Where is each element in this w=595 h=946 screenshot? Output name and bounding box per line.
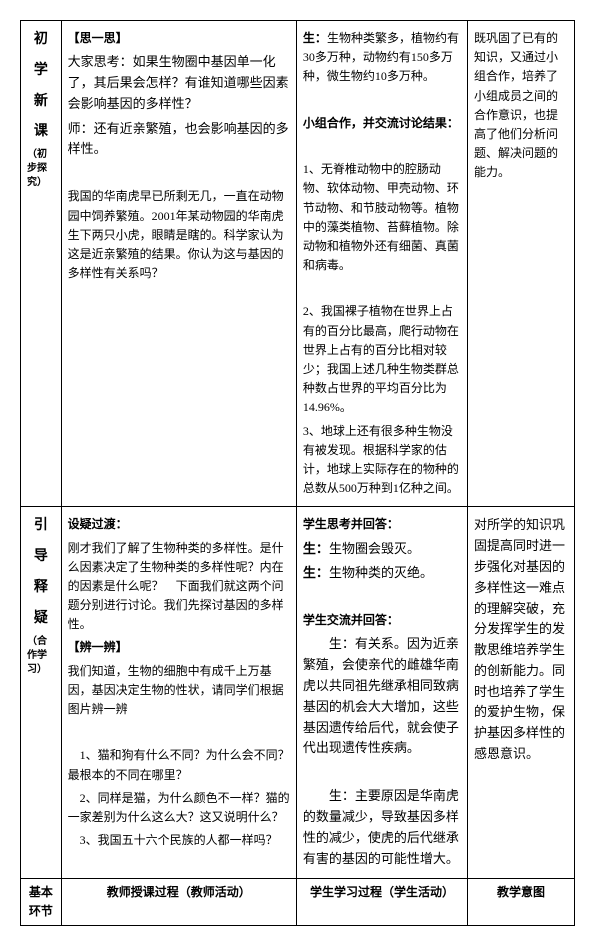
student-subtitle: 学生交流并回答：	[303, 611, 461, 630]
teacher-text: 3、我国五十六个民族的人都一样吗？	[68, 831, 290, 850]
teacher-text: 我国的华南虎早已所剩无几，一直在动物园中饲养繁殖。2001年某动物园的华南虎生下…	[68, 187, 290, 283]
row1-intent-cell: 既巩固了已有的知识，又通过小组合作，培养了小组成员之间的合作意识，也提高了他们分…	[468, 21, 575, 507]
row2-teacher-cell: 设疑过渡： 刚才我们了解了生物种类的多样性。是什么因素决定了生物种类的多样性呢？…	[61, 507, 296, 878]
row2-student-cell: 学生思考并回答： 生：生物圈会毁灭。 生：生物种类的灭绝。 学生交流并回答： 生…	[296, 507, 467, 878]
student-subtitle: 学生思考并回答：	[303, 515, 461, 534]
student-text: 生：主要原因是华南虎的数量减少，导致基因多样性的减少，使虎的后代继承有害的基因的…	[303, 786, 461, 869]
header-col4: 教学意图	[468, 878, 575, 925]
table-row: 初 学 新 课 （初步探究） 【思一思】 大家思考：如果生物圈中基因单一化了，其…	[21, 21, 575, 507]
row1-teacher-cell: 【思一思】 大家思考：如果生物圈中基因单一化了，其后果会怎样？有谁知道哪些因素会…	[61, 21, 296, 507]
row1-label: 初 学 新 课	[27, 25, 55, 148]
row2-label: 引 导 释 疑	[27, 511, 55, 634]
teacher-subtitle: 设疑过渡：	[68, 515, 290, 534]
row1-label-cell: 初 学 新 课 （初步探究）	[21, 21, 62, 507]
row2-sublabel: （合作学习）	[27, 635, 55, 677]
think-title: 【思一思】	[68, 29, 290, 48]
teacher-text: 2、同样是猫，为什么颜色不一样？猫的一家差别为什么这么大？这又说明什么？	[68, 789, 290, 827]
student-text: 生：生物圈会毁灭。	[303, 539, 461, 560]
teacher-text: 大家思考：如果生物圈中基因单一化了，其后果会怎样？有谁知道哪些因素会影响基因的多…	[68, 52, 290, 114]
row1-sublabel: （初步探究）	[27, 148, 55, 190]
row1-student-cell: 生：生物种类繁多，植物约有30多万种，动物约有150多万种，微生物约10多万种。…	[296, 21, 467, 507]
header-col1: 基本环节	[21, 878, 62, 925]
header-col3: 学生学习过程（学生活动）	[296, 878, 467, 925]
student-text: 1、无脊椎动物中的腔肠动物、软体动物、甲壳动物、环节动物、和节肢动物等。植物中的…	[303, 160, 461, 275]
teacher-text: 师：还有近亲繁殖，也会影响基因的多样性。	[68, 119, 290, 161]
table-row: 引 导 释 疑 （合作学习） 设疑过渡： 刚才我们了解了生物种类的多样性。是什么…	[21, 507, 575, 878]
teacher-text: 1、猫和狗有什么不同？为什么会不同？最根本的不同在哪里？	[68, 746, 290, 784]
distinguish-title: 【辨一辨】	[68, 638, 290, 657]
intent-text: 既巩固了已有的知识，又通过小组合作，培养了小组成员之间的合作意识，也提高了他们分…	[474, 29, 568, 183]
row2-intent-cell: 对所学的知识巩固提高同时进一步强化对基因的多样性这一难点的理解突破，充分发挥学生…	[468, 507, 575, 878]
header-col2: 教师授课过程（教师活动）	[61, 878, 296, 925]
teacher-text: 刚才我们了解了生物种类的多样性。是什么因素决定了生物种类的多样性呢？内在的因素是…	[68, 539, 290, 635]
student-subtitle: 小组合作，并交流讨论结果：	[303, 114, 461, 133]
student-text: 3、地球上还有很多种生物没有被发现。根据科学家的估计，地球上实际存在的物种的总数…	[303, 422, 461, 499]
intent-text: 对所学的知识巩固提高同时进一步强化对基因的多样性这一难点的理解突破，充分发挥学生…	[474, 515, 568, 765]
student-text: 2、我国裸子植物在世界上占有的百分比最高，爬行动物在世界上占有的百分比相对较少；…	[303, 302, 461, 417]
student-text: 生：生物种类的灭绝。	[303, 563, 461, 584]
student-text: 生：有关系。因为近亲繁殖，会使亲代的雌雄华南虎以共同祖先继承相同致病基因的机会大…	[303, 634, 461, 759]
lesson-plan-table: 初 学 新 课 （初步探究） 【思一思】 大家思考：如果生物圈中基因单一化了，其…	[20, 20, 575, 926]
table-header-row: 基本环节 教师授课过程（教师活动） 学生学习过程（学生活动） 教学意图	[21, 878, 575, 925]
row2-label-cell: 引 导 释 疑 （合作学习）	[21, 507, 62, 878]
teacher-text: 我们知道，生物的细胞中有成千上万基因，基因决定生物的性状，请同学们根据图片辨一辨	[68, 662, 290, 720]
student-text: 生：生物种类繁多，植物约有30多万种，动物约有150多万种，微生物约10多万种。	[303, 29, 461, 87]
